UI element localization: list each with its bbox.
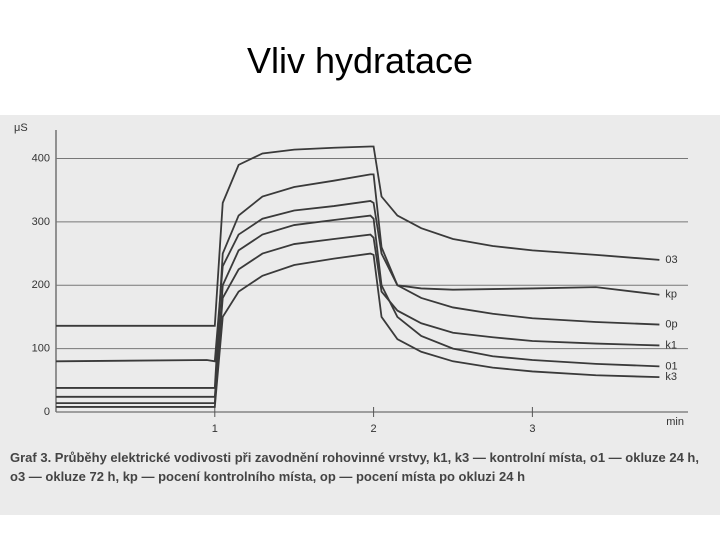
- series-label: 0p: [665, 318, 677, 330]
- y-tick-label: 300: [32, 216, 50, 228]
- series-line: [56, 145, 660, 327]
- x-tick-label: 3: [529, 423, 535, 435]
- x-axis-label: min: [666, 416, 684, 428]
- series-label: 01: [665, 360, 677, 372]
- x-tick-label: 2: [371, 423, 377, 435]
- series-label: k3: [665, 371, 677, 383]
- series-line: [56, 252, 660, 408]
- chart-background: [0, 115, 720, 515]
- y-tick-label: 0: [44, 406, 50, 418]
- y-tick-label: 100: [32, 343, 50, 355]
- series-label: kp: [665, 289, 677, 301]
- series-line: [56, 233, 660, 398]
- series-label: k1: [665, 339, 677, 351]
- series-label: 03: [665, 254, 677, 266]
- y-tick-label: 400: [32, 152, 50, 164]
- x-tick-label: 1: [212, 423, 218, 435]
- y-axis-label: μS: [14, 122, 28, 134]
- y-tick-label: 200: [32, 279, 50, 291]
- caption: Graf 3. Průběhy elektrické vodivosti při…: [10, 450, 699, 484]
- slide-title: Vliv hydratace: [246, 40, 474, 81]
- series-line: [55, 200, 660, 363]
